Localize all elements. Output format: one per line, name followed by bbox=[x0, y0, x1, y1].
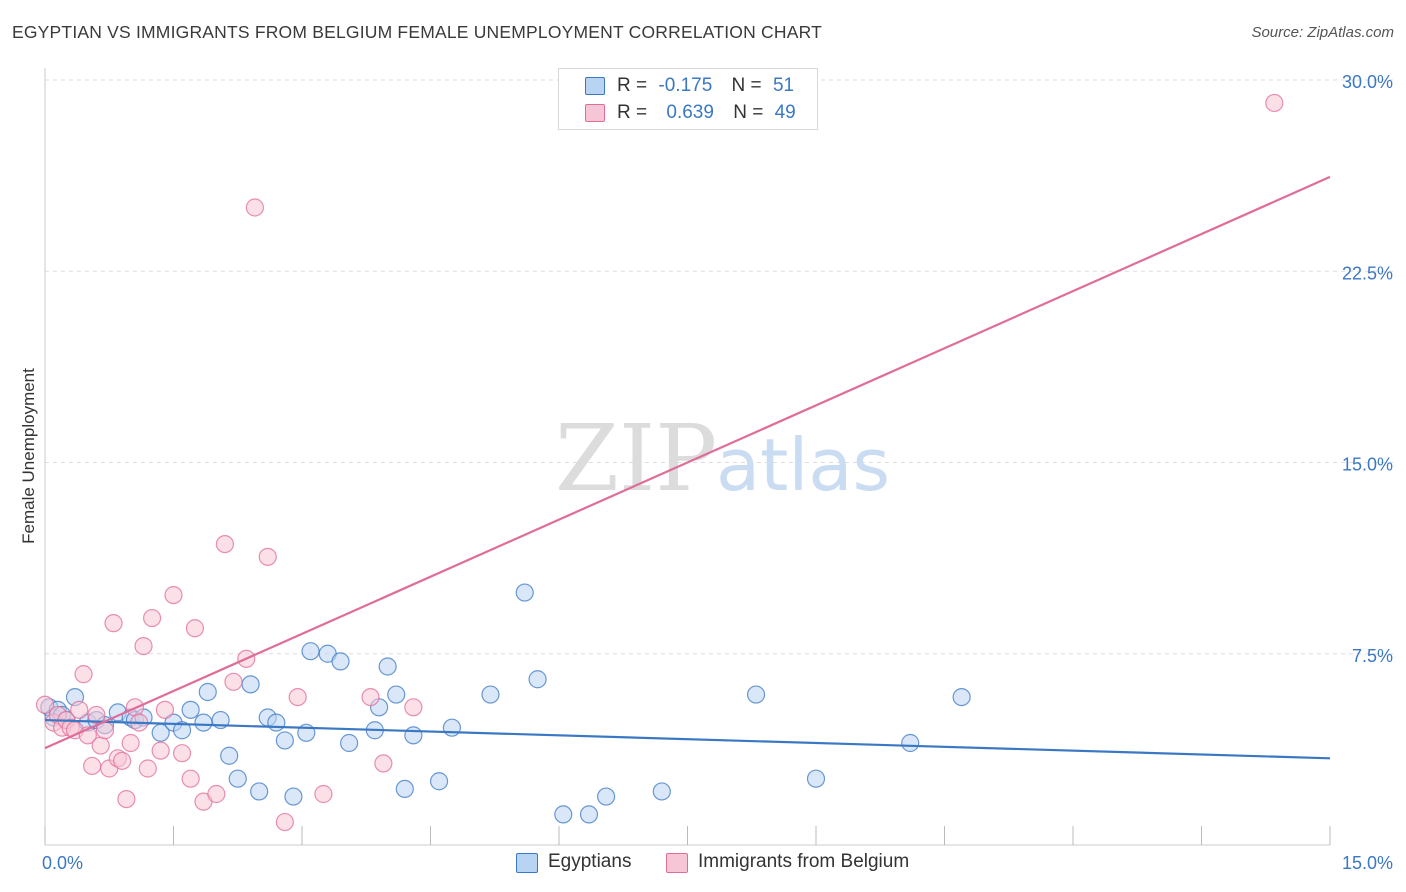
belgium-point bbox=[185, 619, 205, 638]
chart-title: EGYPTIAN VS IMMIGRANTS FROM BELGIUM FEMA… bbox=[12, 22, 822, 42]
egyptians-point bbox=[746, 685, 766, 704]
belgium-point bbox=[181, 769, 200, 788]
belgium-point bbox=[104, 614, 123, 633]
r-label: R = bbox=[617, 102, 648, 123]
egyptians-point bbox=[301, 642, 320, 661]
egyptians-legend-swatch bbox=[516, 853, 538, 873]
y-tick-label: 30.0% bbox=[1342, 72, 1393, 92]
belgium-legend-swatch bbox=[666, 853, 688, 873]
egyptians-legend-label: Egyptians bbox=[548, 851, 632, 872]
belgium-point bbox=[172, 744, 192, 763]
belgium-point bbox=[112, 751, 132, 770]
trend-lines bbox=[44, 175, 1331, 760]
y-tick-label: 15.0% bbox=[1342, 455, 1393, 475]
egyptians-point bbox=[331, 652, 350, 671]
watermark: ZIP atlas bbox=[555, 405, 890, 512]
egyptians-point bbox=[952, 687, 971, 707]
egyptians-point bbox=[267, 713, 286, 732]
egyptians-point bbox=[901, 733, 920, 753]
tick-labels: 7.5% 15.0% 22.5% 30.0% 0.0% 15.0% bbox=[42, 72, 1393, 873]
belgium-legend-label: Immigrants from Belgium bbox=[698, 851, 910, 872]
x-tick-label: 0.0% bbox=[42, 853, 83, 873]
belgium-point bbox=[83, 756, 102, 776]
belgium-point bbox=[258, 547, 277, 566]
egyptians-point bbox=[515, 583, 534, 602]
belgium-trend-line bbox=[44, 175, 1331, 750]
r-value-egyptians: -0.175 bbox=[658, 75, 713, 96]
egyptians-point bbox=[597, 787, 616, 806]
belgium-point bbox=[35, 695, 55, 714]
egyptians-point bbox=[528, 670, 547, 689]
egyptians-point bbox=[275, 731, 294, 750]
egyptians-point bbox=[378, 657, 397, 676]
watermark-atlas: atlas bbox=[716, 423, 890, 507]
belgium-point bbox=[134, 636, 153, 656]
egyptians-point bbox=[387, 685, 406, 704]
correlation-legend: R = -0.175 N = 51 R = 0.639 N = 49 bbox=[558, 68, 818, 130]
n-label: N = bbox=[733, 102, 764, 123]
belgium-point bbox=[215, 534, 234, 554]
y-tick-label: 22.5% bbox=[1342, 263, 1393, 283]
n-value-belgium: 49 bbox=[774, 102, 796, 123]
belgium-point bbox=[314, 784, 333, 804]
egyptians-point bbox=[554, 805, 573, 824]
belgium-point bbox=[155, 700, 175, 719]
belgium-point bbox=[374, 754, 393, 773]
egyptians-point bbox=[340, 733, 359, 753]
axes bbox=[44, 68, 1331, 846]
belgium-point bbox=[1265, 93, 1284, 113]
egyptians-point bbox=[429, 772, 449, 791]
belgium-point bbox=[404, 698, 423, 717]
egyptians-point bbox=[652, 782, 671, 801]
belgium-point bbox=[275, 812, 294, 832]
grid-lines bbox=[45, 79, 1393, 655]
belgium-point bbox=[70, 700, 89, 719]
egyptians-swatch bbox=[585, 77, 605, 95]
belgium-point bbox=[164, 585, 183, 605]
egyptians-point bbox=[395, 779, 414, 799]
r-label: R = bbox=[617, 75, 648, 96]
watermark-zip: ZIP bbox=[555, 405, 717, 512]
y-tick-label: 7.5% bbox=[1352, 646, 1393, 666]
belgium-point bbox=[224, 672, 243, 691]
belgium-point bbox=[151, 741, 170, 760]
egyptians-point bbox=[404, 726, 423, 745]
r-value-belgium: 0.639 bbox=[666, 102, 714, 123]
egyptians-point bbox=[241, 675, 260, 694]
egyptians-trend-line bbox=[44, 718, 1331, 760]
belgium-point bbox=[142, 608, 162, 628]
n-value-egyptians: 51 bbox=[772, 75, 795, 96]
egyptians-point bbox=[172, 721, 192, 740]
belgium-point bbox=[121, 733, 140, 753]
belgium-point bbox=[87, 705, 106, 725]
belgium-swatch bbox=[585, 104, 605, 122]
egyptians-point bbox=[806, 769, 826, 788]
y-axis-label: Female Unemployment bbox=[19, 368, 38, 544]
egyptians-point bbox=[228, 769, 247, 788]
belgium-point bbox=[361, 687, 380, 707]
belgium-point bbox=[288, 687, 307, 707]
egyptians-point bbox=[198, 682, 217, 702]
egyptians-point bbox=[194, 713, 213, 732]
belgium-point bbox=[245, 198, 264, 217]
egyptians-point bbox=[181, 700, 200, 719]
belgium-point bbox=[207, 784, 226, 804]
egyptians-point bbox=[284, 787, 303, 806]
egyptians-point bbox=[250, 782, 269, 801]
series-legend: Egyptians Immigrants from Belgium bbox=[0, 850, 1406, 880]
x-tick-label: 15.0% bbox=[1342, 853, 1393, 873]
belgium-point bbox=[91, 736, 110, 755]
egyptians-point bbox=[579, 805, 599, 824]
belgium-point bbox=[117, 789, 136, 809]
chart-source: Source: ZipAtlas.com bbox=[1251, 24, 1394, 41]
belgium-point bbox=[74, 665, 93, 684]
egyptians-point bbox=[481, 685, 500, 704]
belgium-point bbox=[138, 759, 157, 778]
egyptians-point bbox=[442, 718, 462, 737]
n-label: N = bbox=[731, 75, 762, 96]
egyptians-point bbox=[220, 746, 239, 765]
